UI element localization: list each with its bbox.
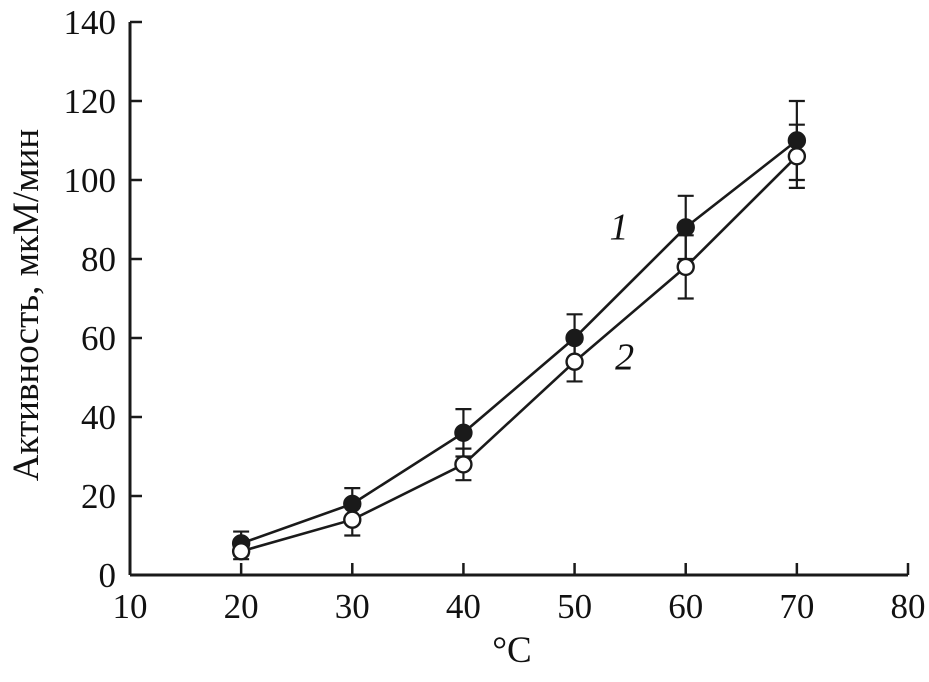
series-label-2: 2 — [615, 337, 634, 379]
series-label-1: 1 — [610, 206, 629, 248]
x-tick-label: 60 — [668, 587, 703, 626]
series-1-marker — [454, 423, 473, 442]
x-tick-label: 10 — [113, 587, 148, 626]
series-1-line — [240, 139, 798, 545]
series-2-marker — [231, 542, 251, 561]
y-tick-label: 20 — [81, 477, 116, 516]
y-axis-title: Активность, мкМ/мин — [6, 129, 47, 481]
series-2-marker — [343, 510, 362, 529]
y-tick-label: 60 — [81, 319, 116, 358]
series-2-marker — [565, 352, 584, 371]
y-tick-label: 100 — [64, 161, 117, 200]
series-2-marker — [787, 147, 807, 166]
series-2-marker — [454, 455, 473, 474]
x-tick-label: 80 — [891, 587, 926, 626]
series-1-marker — [676, 218, 695, 237]
x-tick-label: 50 — [557, 587, 592, 626]
x-tick-label: 70 — [779, 587, 814, 626]
x-tick-label: 40 — [446, 587, 481, 626]
x-axis-title: °C — [492, 630, 531, 671]
y-tick-label: 80 — [81, 240, 116, 279]
chart-plot-area: 10 20 30 40 50 60 70 80 0 20 40 60 80 100 120 140 1 2 — [64, 3, 926, 626]
series-2-marker — [676, 257, 695, 277]
y-tick-label: 140 — [64, 3, 117, 42]
x-tick-label: 20 — [224, 587, 259, 626]
y-tick-label: 40 — [81, 398, 116, 437]
series-2-line — [240, 155, 798, 553]
y-tick-label: 120 — [64, 82, 117, 121]
y-tick-label: 0 — [99, 556, 117, 595]
x-tick-label: 30 — [335, 587, 370, 626]
